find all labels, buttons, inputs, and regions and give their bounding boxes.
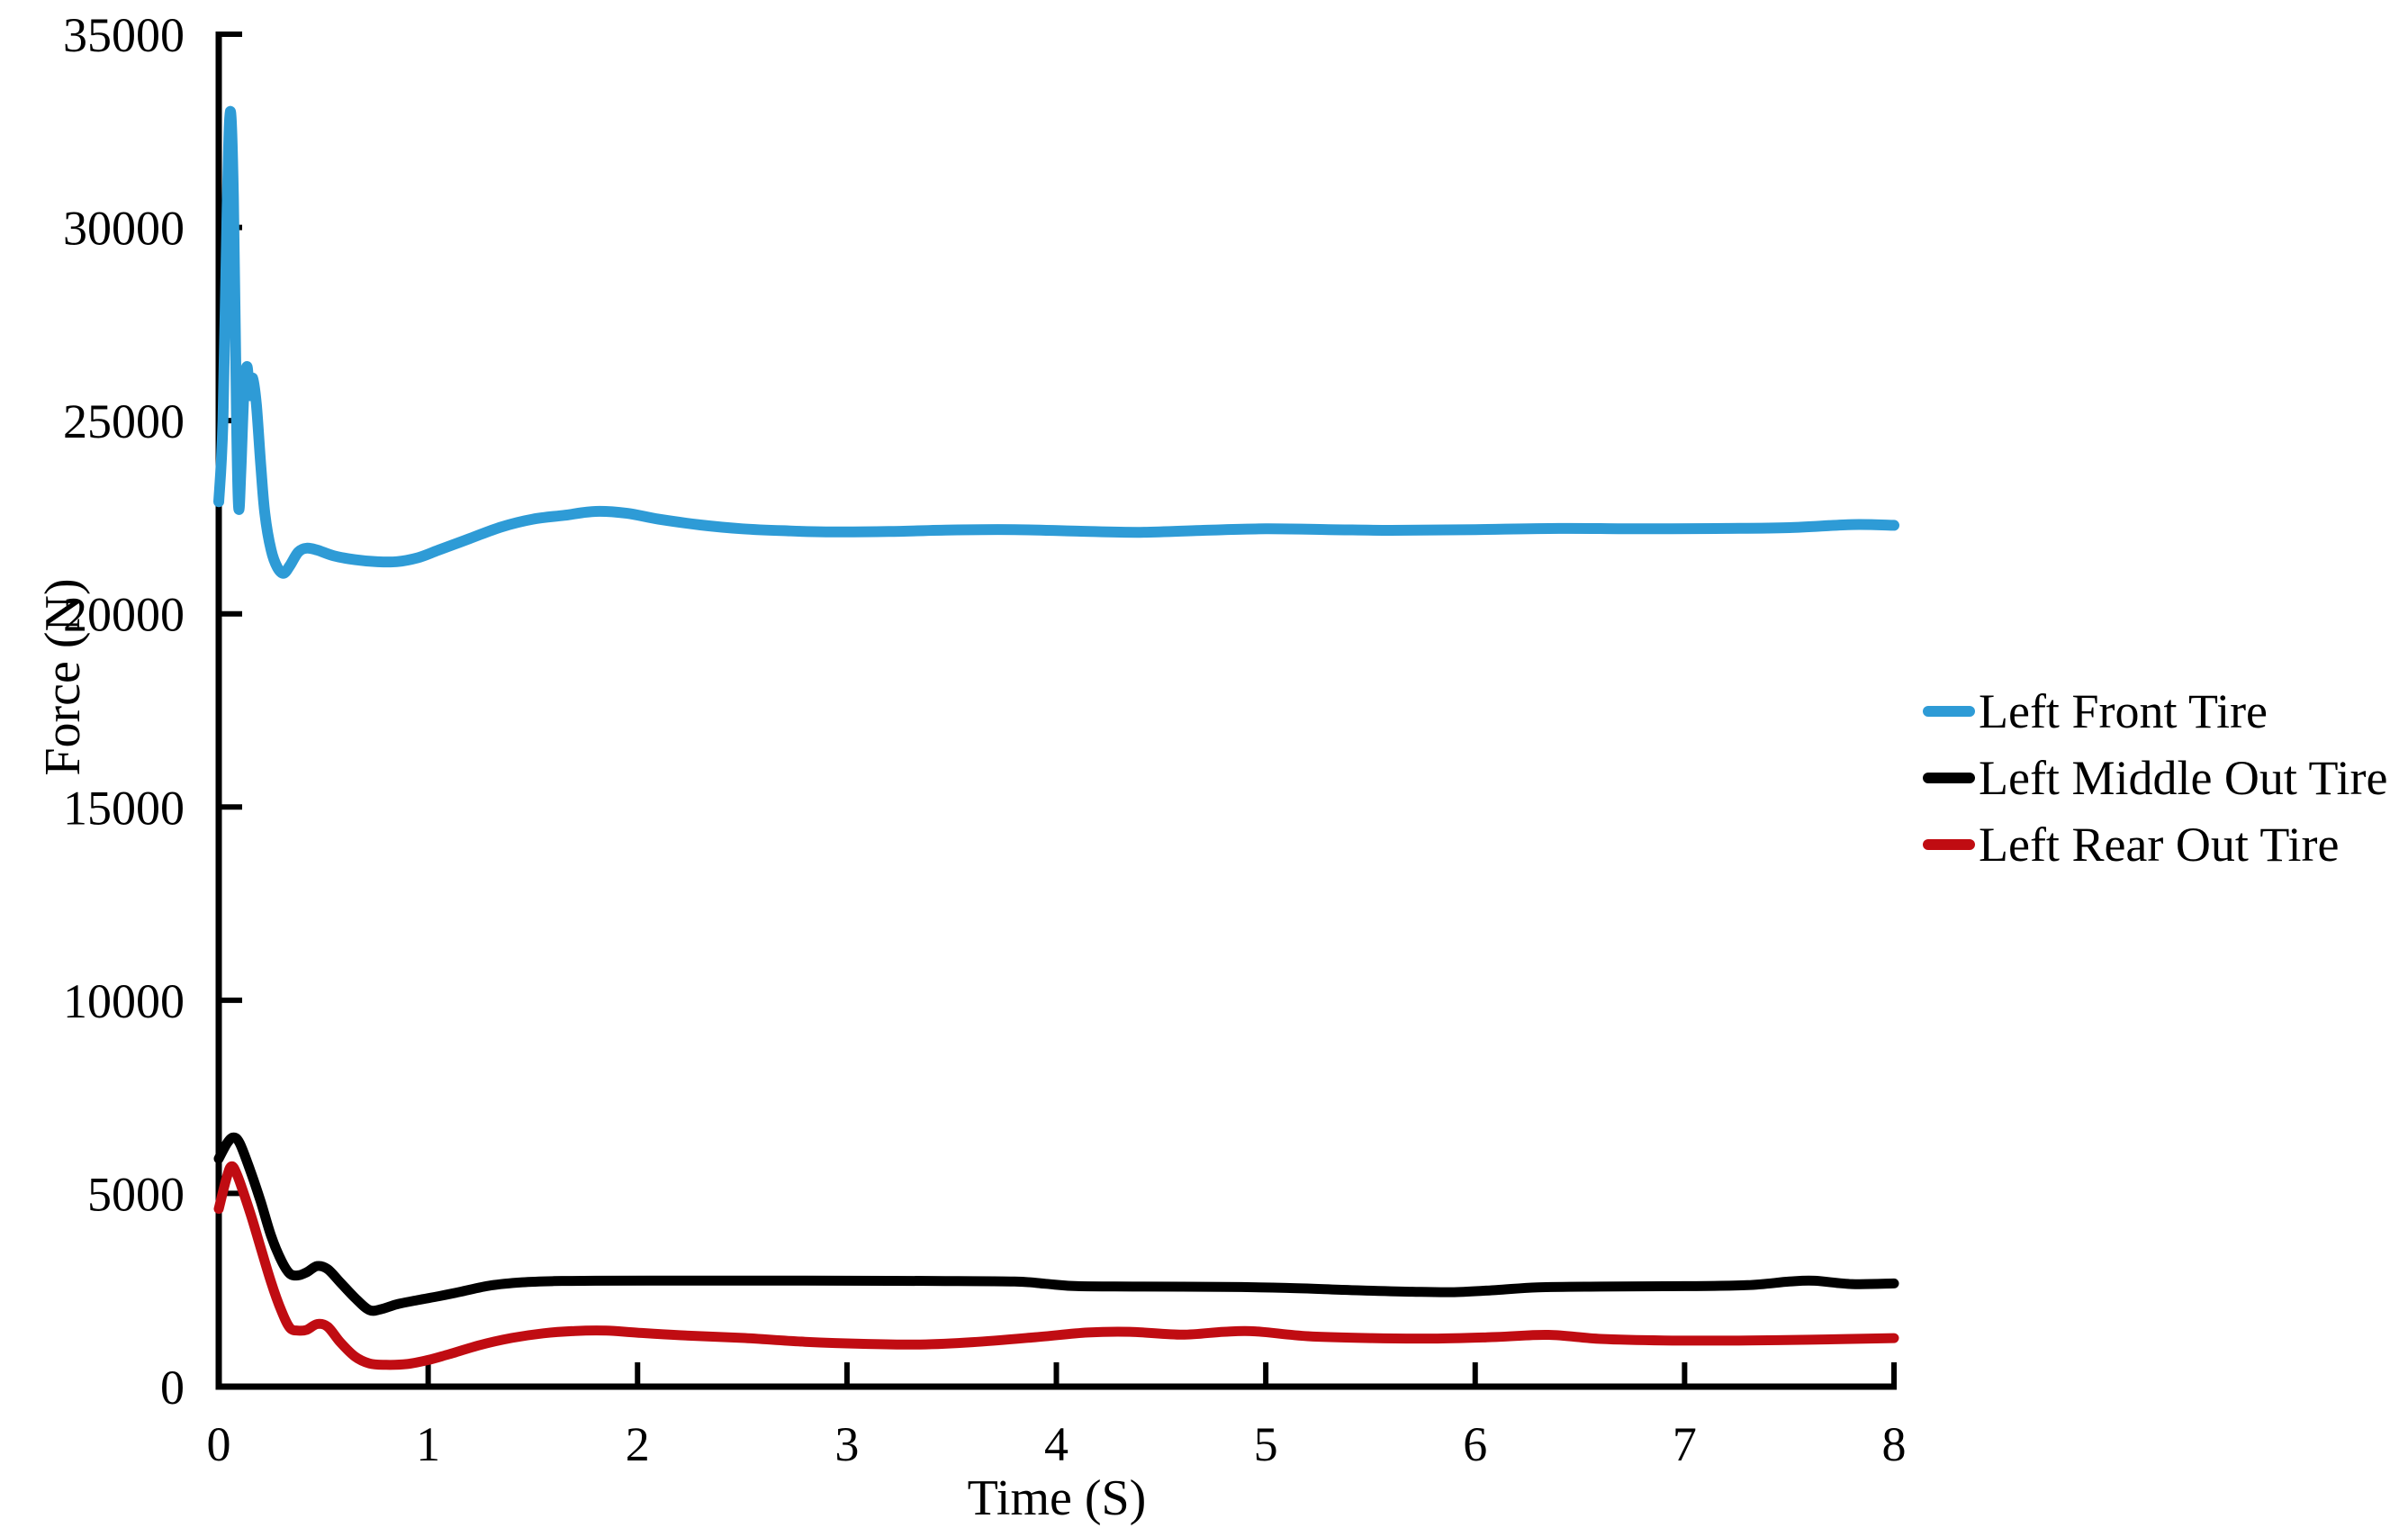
y-axis-title: Force (N) xyxy=(35,578,91,775)
legend-label-left-middle-out-tire: Left Middle Out Tire xyxy=(1979,751,2388,805)
y-tick-label: 35000 xyxy=(63,8,185,62)
y-tick-label: 20000 xyxy=(63,588,185,642)
legend-line-swatch-left-middle-out-tire xyxy=(1923,773,1975,783)
x-tick-label: 3 xyxy=(834,1417,859,1471)
legend-item-left-front-tire: Left Front Tire xyxy=(1923,678,2388,745)
legend-item-left-middle-out-tire: Left Middle Out Tire xyxy=(1923,745,2388,811)
x-tick-label: 7 xyxy=(1673,1417,1697,1471)
series-line-left-front-tire xyxy=(213,105,1899,579)
legend: Left Front Tire Left Middle Out Tire Lef… xyxy=(1923,678,2388,878)
y-tick-label: 5000 xyxy=(87,1167,185,1221)
x-tick-label: 4 xyxy=(1044,1417,1069,1471)
x-tick-label: 1 xyxy=(416,1417,440,1471)
x-tick-label: 6 xyxy=(1463,1417,1487,1471)
legend-label-left-rear-out-tire: Left Rear Out Tire xyxy=(1979,818,2340,872)
axes: 0 5000 10000 15000 20000 25000 30000 35000 0 1 2 3 4… xyxy=(63,8,1907,1471)
x-tick-label: 2 xyxy=(626,1417,650,1471)
y-tick-label: 30000 xyxy=(63,202,185,256)
y-tick-label: 0 xyxy=(160,1361,185,1415)
y-tick-label: 15000 xyxy=(63,781,185,835)
x-axis-title: Time (S) xyxy=(968,1470,1147,1526)
series-line-left-middle-out-tire xyxy=(213,1132,1899,1316)
y-tick-label: 10000 xyxy=(63,974,185,1028)
series-lines xyxy=(213,105,1899,1370)
legend-line-swatch-left-rear-out-tire xyxy=(1923,839,1975,850)
series-line-left-rear-out-tire xyxy=(213,1161,1899,1370)
y-tick-label: 25000 xyxy=(63,394,185,448)
x-tick-label: 5 xyxy=(1254,1417,1278,1471)
x-tick-label: 0 xyxy=(207,1417,231,1471)
axis-spine xyxy=(215,32,1897,1390)
legend-label-left-front-tire: Left Front Tire xyxy=(1979,684,2268,738)
x-tick-label: 8 xyxy=(1882,1417,1907,1471)
legend-item-left-rear-out-tire: Left Rear Out Tire xyxy=(1923,811,2388,878)
legend-line-swatch-left-front-tire xyxy=(1923,706,1975,717)
